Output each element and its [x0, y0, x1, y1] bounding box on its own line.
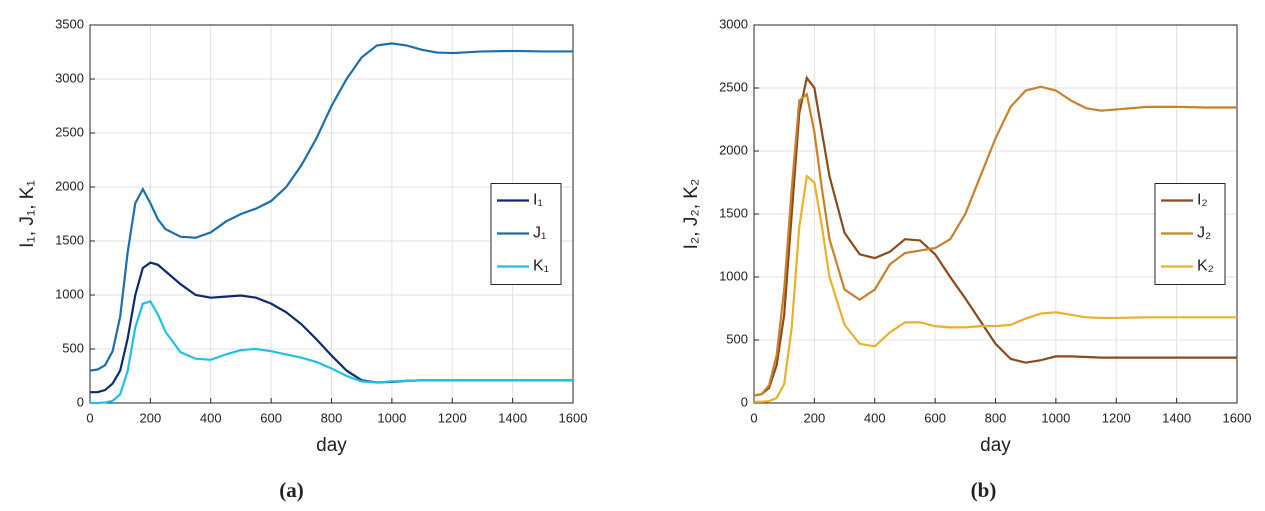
y-tick-label: 0 — [741, 394, 748, 409]
y-tick-label: 1000 — [719, 268, 748, 283]
x-tick-label: 1400 — [1162, 410, 1191, 425]
series-line — [753, 75, 1237, 397]
x-tick-label: 800 — [985, 410, 1007, 425]
series-line — [753, 85, 1237, 397]
x-tick-label: 1200 — [1102, 410, 1131, 425]
x-tick-label: 400 — [864, 410, 886, 425]
y-tick-label: 1500 — [55, 232, 84, 247]
plot-frame — [753, 24, 1238, 404]
x-axis-label: day — [980, 435, 1011, 456]
y-tick-label: 3500 — [55, 16, 84, 31]
y-tick-label: 2500 — [719, 79, 748, 94]
series-line — [90, 300, 573, 405]
plot-frame — [89, 24, 574, 404]
y-tick-label: 3000 — [55, 70, 84, 85]
x-tick-label: 600 — [924, 410, 946, 425]
legend-label: J₁ — [533, 225, 546, 242]
x-tick-label: 1000 — [1041, 410, 1070, 425]
y-tick-label: 3000 — [719, 16, 748, 31]
y-tick-label: 2500 — [55, 124, 84, 139]
x-tick-label: 200 — [140, 410, 162, 425]
legend-label: K₂ — [1197, 258, 1214, 275]
x-axis-label: day — [316, 435, 347, 456]
legend-label: I₁ — [533, 192, 543, 209]
series-line — [754, 174, 1237, 403]
x-tick-label: 1600 — [1223, 410, 1252, 425]
y-tick-label: 0 — [77, 394, 84, 409]
x-tick-label: 1200 — [438, 410, 467, 425]
series-line — [89, 42, 573, 372]
legend-label: K₁ — [533, 258, 549, 275]
y-tick-label: 500 — [62, 340, 84, 355]
x-tick-label: 1400 — [498, 410, 527, 425]
y-axis-label: I₁, J₁, K₁ — [17, 180, 38, 248]
x-tick-label: 800 — [321, 410, 343, 425]
subplot: 0 200 400 600 800 1000 1200 1400 1600 0 500 1000 150… — [681, 16, 1251, 501]
subplot: 0 200 400 600 800 1000 1200 1400 1600 0 500 1000 150… — [17, 16, 587, 501]
x-tick-label: 600 — [260, 410, 282, 425]
caption: (b) — [971, 478, 997, 502]
y-tick-label: 2000 — [719, 142, 748, 157]
x-tick-label: 0 — [750, 410, 757, 425]
x-tick-label: 200 — [804, 410, 826, 425]
y-tick-label: 1000 — [55, 286, 84, 301]
y-tick-label: 1500 — [719, 205, 748, 220]
x-tick-label: 0 — [86, 410, 93, 425]
y-tick-label: 2000 — [55, 178, 84, 193]
x-tick-label: 400 — [200, 410, 222, 425]
legend-label: J₂ — [1197, 225, 1211, 242]
x-tick-label: 1600 — [559, 410, 588, 425]
caption: (a) — [279, 478, 304, 502]
y-axis-label: I₂, J₂, K₂ — [681, 179, 702, 250]
x-tick-label: 1000 — [377, 410, 406, 425]
y-tick-label: 500 — [726, 331, 748, 346]
legend-label: I₂ — [1197, 192, 1208, 209]
